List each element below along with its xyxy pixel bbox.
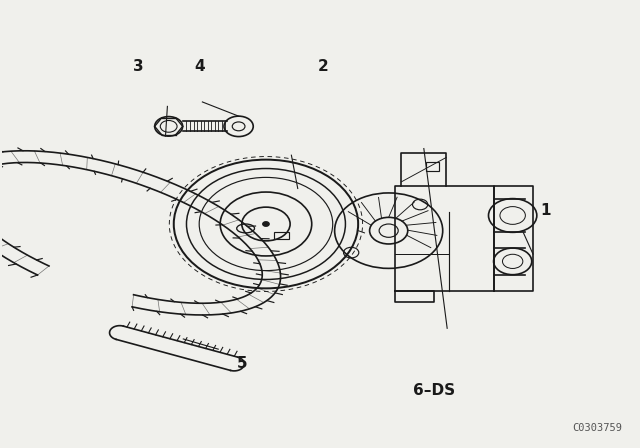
Text: C0303759: C0303759 (572, 422, 622, 433)
Text: 6–DS: 6–DS (413, 383, 456, 398)
Text: 3: 3 (134, 59, 144, 74)
Text: 1: 1 (540, 203, 551, 218)
Text: 4: 4 (194, 59, 205, 74)
Bar (426, 162, 439, 171)
Bar (274, 232, 289, 239)
Circle shape (263, 222, 269, 226)
Text: 5: 5 (237, 356, 248, 371)
Text: 2: 2 (318, 59, 328, 74)
